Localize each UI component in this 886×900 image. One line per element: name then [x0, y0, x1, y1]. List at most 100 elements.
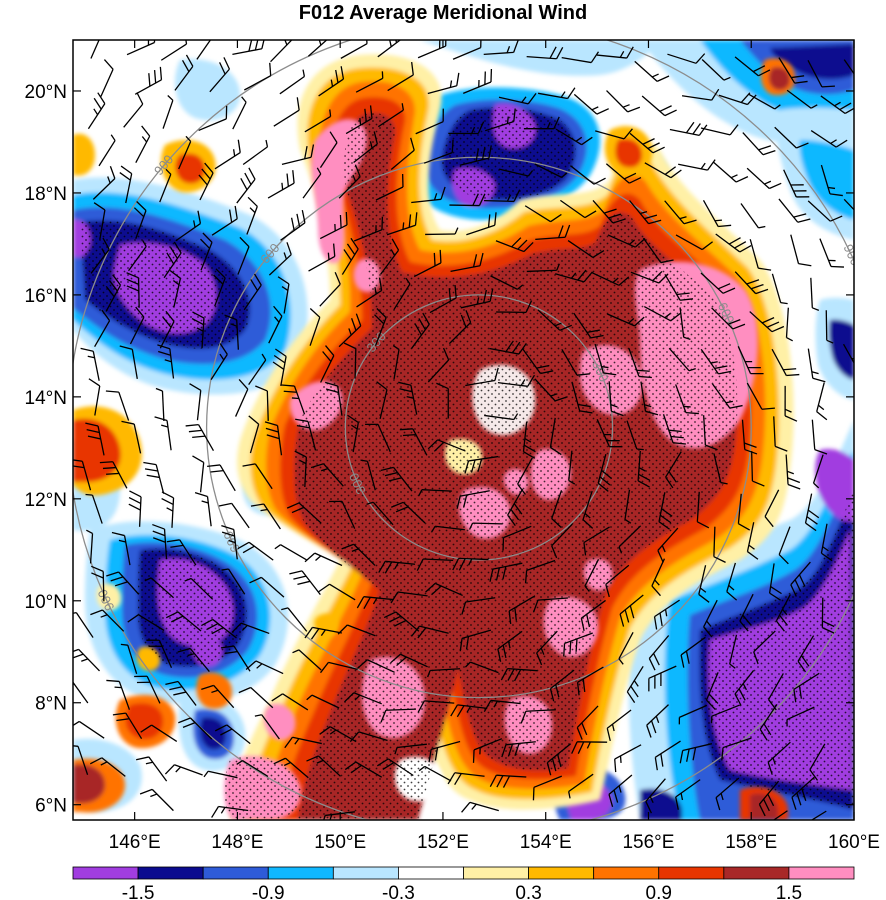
wind-barb [242, 463, 273, 490]
wind-barb [136, 756, 168, 782]
wind-barb [490, 275, 524, 290]
wind-barb [244, 62, 272, 91]
wind-barb [526, 46, 564, 60]
wind-barb [268, 242, 292, 276]
wind-barb [264, 421, 283, 456]
wind-barb [85, 422, 105, 456]
wind-barb [644, 162, 682, 179]
wind-barb [810, 277, 820, 311]
colorbar-swatch [723, 866, 790, 880]
lon-tick-label: 154°E [520, 832, 572, 853]
wind-barb [169, 269, 182, 308]
wind-barb [221, 568, 246, 595]
wind-barb [211, 205, 238, 236]
wind-barb [89, 757, 126, 777]
wind-barb [249, 576, 285, 598]
wind-barb [483, 40, 519, 56]
wind-barb [304, 552, 343, 567]
wind-barb [461, 597, 496, 615]
wind-barb [555, 128, 593, 146]
wind-barb [568, 773, 594, 799]
wind-barb [129, 306, 145, 345]
wind-barb [485, 108, 516, 132]
wind-barb [816, 382, 828, 421]
wind-barb [489, 562, 523, 582]
wind-barb [460, 288, 494, 309]
wind-barb [771, 273, 788, 305]
wind-barb [595, 128, 633, 140]
wind-barb [472, 738, 503, 763]
wind-barb [535, 224, 571, 241]
wind-barb [456, 490, 490, 509]
wind-barb [748, 93, 781, 110]
wind-barb [345, 105, 373, 135]
wind-barb [784, 385, 798, 422]
wind-barb [461, 801, 499, 813]
wind-barb [734, 670, 755, 706]
wind-barb [274, 544, 307, 561]
wind-barb [592, 200, 626, 224]
wind-barb [532, 775, 563, 801]
wind-barb [224, 314, 240, 350]
wind-barb [308, 243, 336, 272]
wind-barb [825, 310, 834, 344]
wind-barb [427, 668, 461, 678]
wind-barb [734, 271, 769, 295]
wind-barb [807, 348, 826, 383]
wind-barb [356, 596, 394, 609]
wind-barb [764, 489, 780, 528]
wind-barb [318, 583, 356, 601]
wind-barb [415, 108, 444, 135]
wind-barb [178, 717, 213, 740]
wind-barb [306, 694, 340, 709]
wind-barb [526, 263, 560, 273]
wind-barb [417, 700, 455, 713]
colorbar-swatch [267, 866, 334, 880]
wind-barb [573, 312, 604, 339]
wind-barb [524, 205, 562, 223]
wind-barb [411, 186, 446, 204]
wind-barb [667, 53, 706, 64]
wind-barb [254, 714, 280, 740]
wind-barb [191, 311, 205, 349]
wind-barb [281, 384, 306, 415]
wind-barb [576, 705, 599, 740]
wind-barb [154, 416, 172, 451]
wind-barb [746, 522, 759, 560]
wind-barb [810, 130, 848, 148]
wind-barb [338, 313, 362, 348]
wind-barb [549, 417, 562, 456]
wind-barb [289, 570, 321, 596]
wind-barb [88, 378, 101, 416]
wind-barb [508, 595, 536, 625]
wind-barb [664, 274, 694, 301]
wind-barb [393, 277, 411, 310]
wind-barb [700, 124, 739, 136]
wind-barb [640, 381, 659, 416]
colorbar-swatch [658, 866, 725, 880]
wind-barb [522, 421, 536, 459]
wind-barb [452, 557, 489, 571]
lat-tick-label: 18°N [25, 184, 67, 205]
wind-barb [436, 382, 449, 419]
wind-barb [126, 272, 140, 308]
wind-barb [220, 645, 251, 672]
wind-barb [657, 527, 679, 563]
wind-barb [624, 489, 632, 524]
wind-barb [740, 203, 766, 229]
lon-tick-label: 158°E [725, 832, 777, 853]
wind-barb [786, 89, 818, 109]
wind-barb [537, 309, 573, 331]
wind-barb [214, 139, 241, 170]
wind-barb [98, 134, 116, 167]
wind-barb [778, 526, 791, 565]
wind-barb [452, 40, 482, 60]
wind-barb [523, 116, 560, 130]
wind-barb [783, 169, 810, 198]
wind-barb [399, 428, 428, 456]
wind-barb [561, 348, 590, 376]
wind-barb [196, 40, 212, 60]
wind-barb [507, 488, 524, 527]
wind-barb [210, 343, 228, 380]
